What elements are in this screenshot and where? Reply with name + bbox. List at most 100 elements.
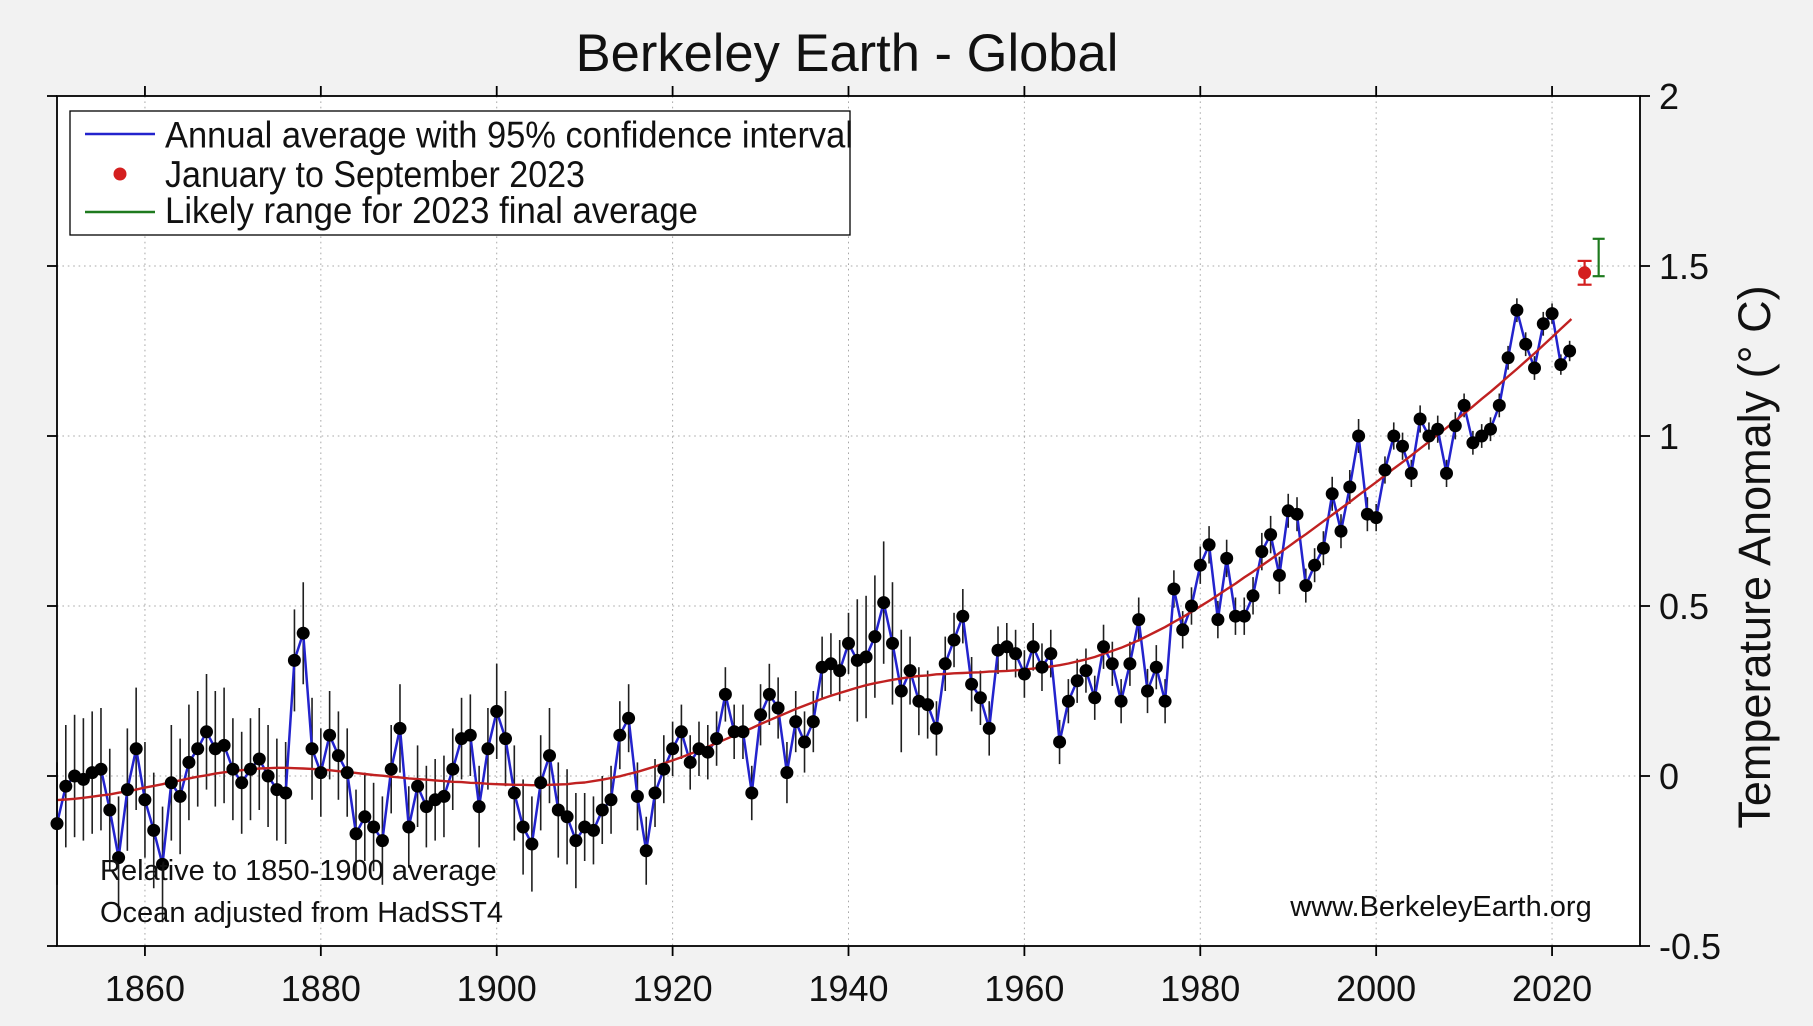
data-point bbox=[112, 851, 126, 865]
data-point bbox=[1422, 429, 1436, 443]
data-point bbox=[191, 742, 205, 756]
x-tick-label: 1960 bbox=[984, 968, 1064, 1009]
data-point bbox=[1114, 694, 1128, 708]
data-point bbox=[1510, 303, 1524, 317]
legend-jan-sep-2023-dot bbox=[113, 167, 127, 181]
x-tick-label: 1940 bbox=[808, 968, 888, 1009]
data-point bbox=[789, 715, 803, 729]
data-point bbox=[1484, 422, 1497, 436]
data-point bbox=[1255, 545, 1269, 559]
data-point bbox=[164, 776, 178, 790]
data-point bbox=[156, 857, 169, 871]
x-axis-tick-labels: 1860 1880 1900 1920 1940 1960 1980 2000 2020 bbox=[105, 968, 1592, 1009]
data-point bbox=[1026, 640, 1040, 654]
data-point bbox=[1017, 667, 1031, 681]
legend-label-likely-range: Likely range for 2023 final average bbox=[165, 189, 698, 231]
data-point bbox=[1088, 691, 1102, 705]
data-point bbox=[859, 650, 873, 664]
data-point bbox=[340, 766, 354, 780]
data-point bbox=[560, 810, 574, 824]
x-tick-label: 1980 bbox=[1160, 968, 1240, 1009]
chart-title: Berkeley Earth - Global bbox=[576, 24, 1119, 83]
data-point bbox=[120, 783, 134, 797]
data-point bbox=[1061, 694, 1075, 708]
data-point bbox=[261, 769, 275, 783]
data-point bbox=[973, 691, 987, 705]
data-point bbox=[393, 721, 407, 735]
data-point bbox=[1141, 684, 1154, 698]
data-point bbox=[1097, 640, 1110, 654]
data-point bbox=[1070, 674, 1084, 688]
data-point bbox=[569, 834, 583, 848]
data-point bbox=[833, 664, 847, 678]
data-point bbox=[1044, 647, 1058, 661]
data-point bbox=[1079, 664, 1093, 678]
legend-label-jan-sep-2023: January to September 2023 bbox=[165, 153, 585, 195]
data-point bbox=[1237, 609, 1251, 623]
data-point bbox=[296, 626, 310, 640]
data-point bbox=[525, 837, 539, 851]
data-point bbox=[279, 786, 293, 800]
data-point bbox=[446, 762, 460, 776]
data-point bbox=[367, 820, 381, 834]
data-point bbox=[1308, 558, 1322, 572]
data-point bbox=[1404, 466, 1418, 480]
y-tick-label: 1 bbox=[1659, 416, 1679, 457]
data-point bbox=[1457, 398, 1471, 412]
x-tick-label: 1900 bbox=[457, 968, 537, 1009]
data-point bbox=[938, 657, 952, 671]
data-point bbox=[1123, 657, 1137, 671]
data-point bbox=[516, 820, 530, 834]
smoothed-trend-line bbox=[56, 318, 1573, 802]
data-point bbox=[683, 755, 697, 769]
data-point bbox=[1431, 422, 1445, 436]
data-point bbox=[472, 800, 486, 814]
data-point bbox=[947, 633, 961, 647]
data-point bbox=[173, 789, 187, 803]
data-point bbox=[842, 636, 855, 650]
data-point bbox=[886, 636, 899, 650]
data-point bbox=[59, 779, 73, 793]
data-point bbox=[305, 742, 319, 756]
data-point bbox=[499, 732, 512, 746]
data-point bbox=[762, 687, 776, 701]
data-point bbox=[419, 800, 433, 814]
legend: Annual average with 95% confidence inter… bbox=[69, 110, 853, 236]
data-point bbox=[710, 732, 724, 746]
data-point bbox=[754, 708, 768, 722]
data-point bbox=[824, 657, 838, 671]
data-point bbox=[331, 749, 345, 763]
data-point bbox=[1545, 307, 1559, 321]
data-point bbox=[1413, 412, 1427, 426]
data-point bbox=[94, 762, 108, 776]
data-point bbox=[287, 653, 301, 667]
data-point bbox=[921, 698, 935, 712]
data-point bbox=[244, 762, 257, 776]
data-point bbox=[103, 803, 117, 817]
ocean-note: Ocean adjusted from HadSST4 bbox=[100, 897, 503, 929]
data-point bbox=[1193, 558, 1207, 572]
data-point bbox=[877, 596, 891, 610]
data-point bbox=[595, 803, 609, 817]
data-point bbox=[1352, 429, 1366, 443]
data-point bbox=[1158, 694, 1172, 708]
data-point bbox=[630, 789, 644, 803]
data-point bbox=[1009, 647, 1023, 661]
data-point bbox=[639, 844, 653, 858]
data-point bbox=[411, 779, 425, 793]
data-point bbox=[1396, 439, 1409, 453]
data-point bbox=[481, 742, 495, 756]
data-point bbox=[358, 810, 372, 824]
data-point bbox=[1369, 511, 1383, 525]
data-point bbox=[1492, 398, 1506, 412]
data-point bbox=[868, 630, 882, 644]
data-point bbox=[798, 735, 811, 749]
data-point bbox=[1176, 623, 1190, 637]
data-point bbox=[147, 823, 161, 837]
data-point bbox=[129, 742, 143, 756]
data-point bbox=[613, 728, 627, 742]
data-point bbox=[806, 715, 820, 729]
data-point bbox=[604, 793, 618, 807]
data-point bbox=[543, 749, 556, 763]
